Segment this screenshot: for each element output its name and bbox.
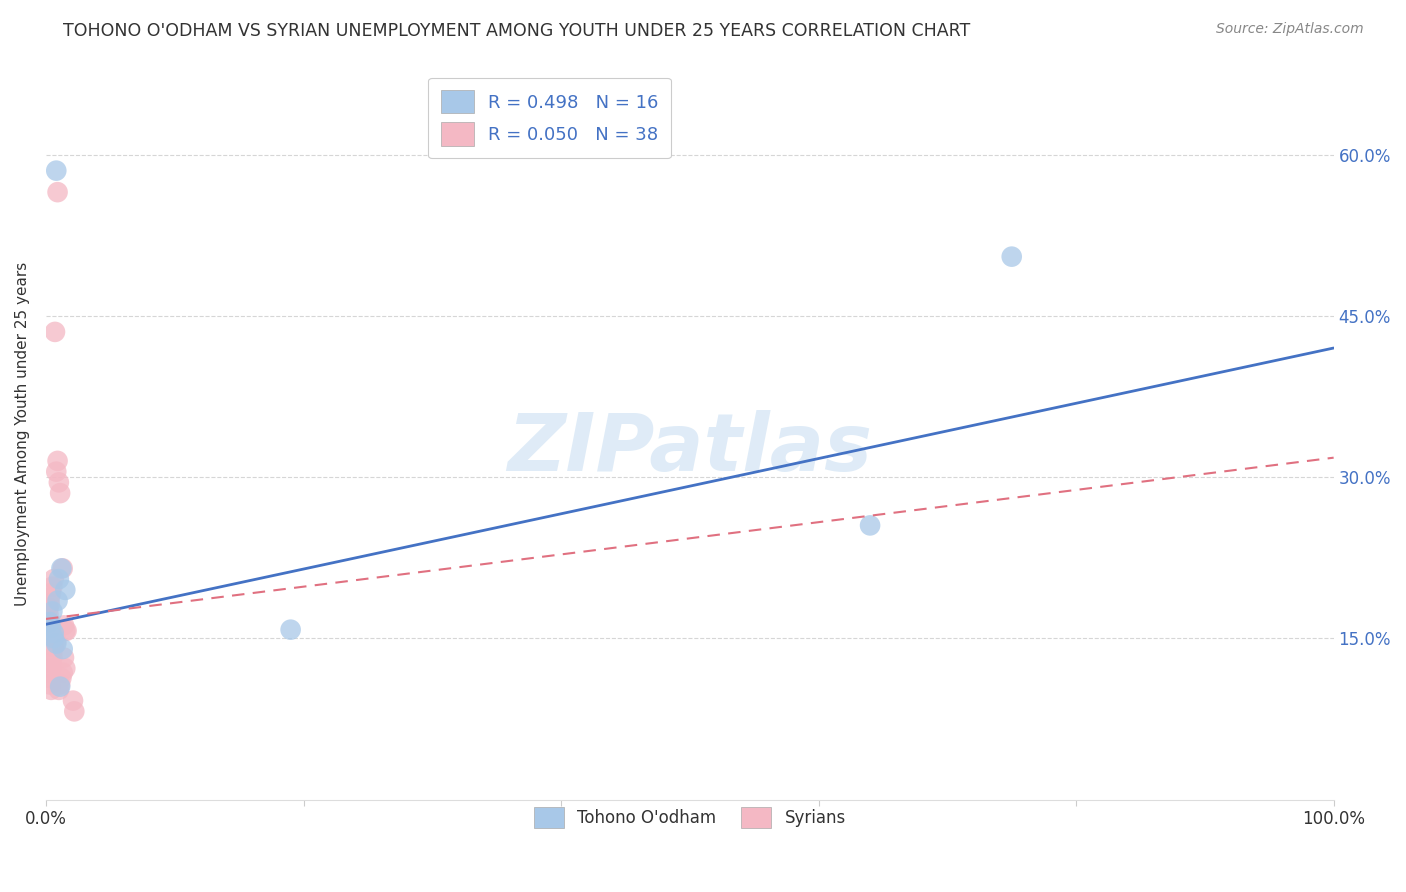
Y-axis label: Unemployment Among Youth under 25 years: Unemployment Among Youth under 25 years [15, 262, 30, 607]
Point [49, 486, 72, 500]
Point [38, 671, 60, 685]
Point [39, 656, 62, 670]
Point [49, 680, 72, 694]
Text: TOHONO O'ODHAM VS SYRIAN UNEMPLOYMENT AMONG YOUTH UNDER 25 YEARS CORRELATION CHA: TOHONO O'ODHAM VS SYRIAN UNEMPLOYMENT AM… [63, 22, 970, 40]
Point [48, 572, 70, 586]
Point [45, 637, 67, 651]
Point [53, 624, 76, 638]
Point [39, 661, 62, 675]
Point [38, 615, 60, 629]
Point [39, 682, 62, 697]
Point [45, 465, 67, 479]
Point [49, 677, 72, 691]
Point [859, 518, 882, 533]
Point [52, 665, 75, 680]
Point [51, 561, 73, 575]
Point [46, 454, 69, 468]
Point [38, 591, 60, 605]
Point [46, 593, 69, 607]
Point [42, 640, 65, 654]
Point [41, 650, 63, 665]
Point [37, 612, 59, 626]
Point [280, 623, 302, 637]
Point [63, 705, 86, 719]
Text: Source: ZipAtlas.com: Source: ZipAtlas.com [1216, 22, 1364, 37]
Point [51, 671, 73, 685]
Point [38, 665, 60, 680]
Point [42, 626, 65, 640]
Point [41, 580, 63, 594]
Point [52, 642, 75, 657]
Point [55, 624, 77, 638]
Point [41, 645, 63, 659]
Point [1001, 250, 1024, 264]
Legend: Tohono O'odham, Syrians: Tohono O'odham, Syrians [527, 800, 852, 835]
Point [38, 677, 60, 691]
Point [48, 475, 70, 490]
Point [37, 618, 59, 632]
Point [42, 632, 65, 646]
Point [39, 586, 62, 600]
Point [42, 572, 65, 586]
Point [38, 597, 60, 611]
Point [38, 607, 60, 622]
Point [45, 163, 67, 178]
Point [44, 325, 66, 339]
Point [44, 629, 66, 643]
Point [41, 604, 63, 618]
Point [45, 634, 67, 648]
Point [62, 693, 84, 707]
Point [53, 650, 76, 665]
Point [48, 682, 70, 697]
Point [46, 185, 69, 199]
Point [53, 582, 76, 597]
Point [53, 618, 76, 632]
Point [53, 661, 76, 675]
Point [38, 601, 60, 615]
Point [52, 561, 75, 575]
Text: ZIPatlas: ZIPatlas [508, 409, 872, 488]
Point [39, 621, 62, 635]
